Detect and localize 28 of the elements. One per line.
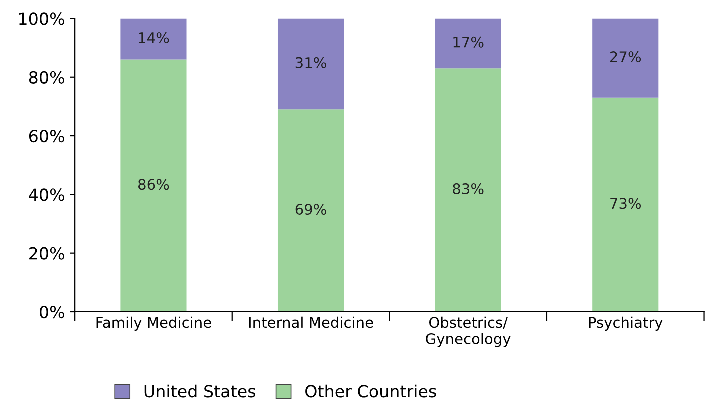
bar <box>435 18 502 69</box>
bar <box>120 60 187 312</box>
data-label: 73% <box>610 198 642 210</box>
bar <box>435 68 502 312</box>
x-tick-label: Obstetrics/ Gynecology <box>426 316 511 348</box>
x-tick-label: Internal Medicine <box>249 316 374 328</box>
data-label: 86% <box>138 179 170 190</box>
bar <box>592 18 659 98</box>
y-tick-label: 60% <box>29 130 64 143</box>
data-label: 69% <box>296 204 326 216</box>
bar <box>278 110 344 312</box>
y-tick-label: 80% <box>29 71 64 84</box>
y-tick-label: 20% <box>30 247 64 260</box>
data-label: 17% <box>454 36 484 48</box>
legend-label: Other Countries <box>306 384 436 398</box>
y-tick-label: 40% <box>29 188 64 202</box>
data-label: 31% <box>296 57 326 68</box>
y-tick-label: 100% <box>20 12 64 26</box>
y-tick-label: 0% <box>40 306 64 319</box>
legend-label: United States <box>144 384 256 398</box>
x-tick-label: Family Medicine <box>96 316 212 331</box>
data-label: 83% <box>453 183 484 195</box>
bar <box>278 18 344 110</box>
bar <box>592 98 659 312</box>
bar <box>120 18 187 60</box>
data-label: 27% <box>610 52 642 63</box>
x-tick-label: Psychiatry <box>589 316 663 331</box>
data-label: 14% <box>139 32 170 44</box>
